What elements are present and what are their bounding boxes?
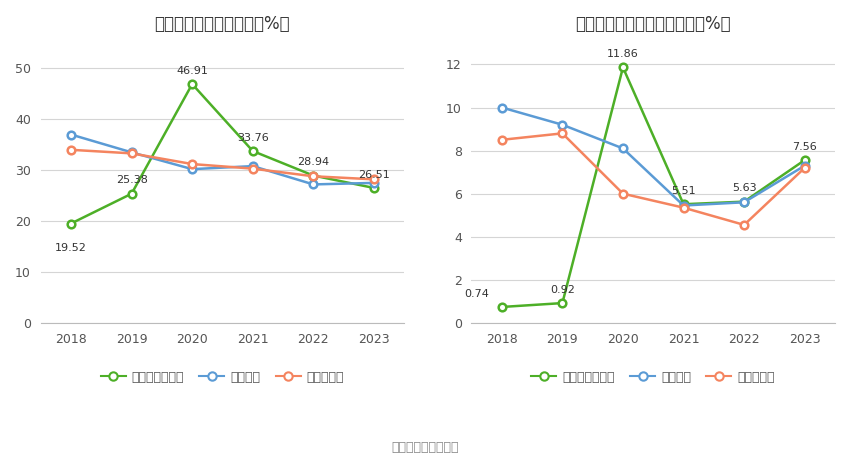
Text: 5.63: 5.63: [732, 183, 756, 193]
Text: 26.51: 26.51: [358, 170, 390, 179]
Text: 11.86: 11.86: [607, 49, 639, 59]
Text: 7.56: 7.56: [792, 142, 817, 152]
Title: 近年来资产负债率情况（%）: 近年来资产负债率情况（%）: [155, 15, 291, 33]
Text: 19.52: 19.52: [55, 243, 87, 253]
Legend: 公司资产负债率, 行业均值, 行业中位数: 公司资产负债率, 行业均值, 行业中位数: [95, 365, 349, 389]
Text: 28.94: 28.94: [298, 157, 330, 167]
Legend: 有息资产负债率, 行业均值, 行业中位数: 有息资产负债率, 行业均值, 行业中位数: [526, 365, 780, 389]
Text: 数据来源：恒生聚源: 数据来源：恒生聚源: [391, 442, 459, 454]
Text: 33.76: 33.76: [237, 133, 269, 143]
Text: 0.92: 0.92: [550, 285, 575, 295]
Text: 5.51: 5.51: [672, 186, 696, 196]
Title: 近年来有息资产负债率情况（%）: 近年来有息资产负债率情况（%）: [575, 15, 731, 33]
Text: 0.74: 0.74: [464, 289, 490, 299]
Text: 46.91: 46.91: [176, 66, 208, 76]
Text: 25.38: 25.38: [116, 175, 148, 185]
